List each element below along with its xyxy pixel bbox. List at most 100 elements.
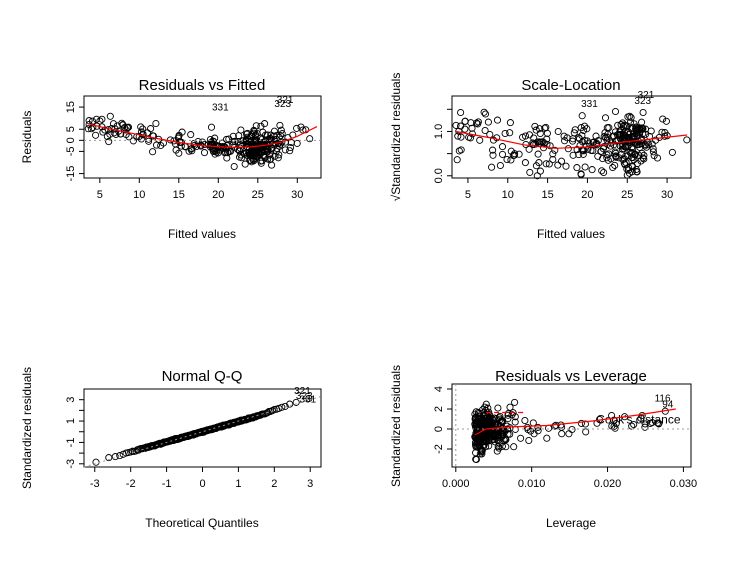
data-point	[557, 157, 566, 165]
data-point	[618, 142, 626, 150]
data-point	[454, 132, 462, 140]
plot-title: Scale-Location	[521, 77, 620, 94]
data-point	[530, 140, 538, 148]
x-tick-label: 25	[252, 189, 264, 201]
x-tick-label: -3	[90, 478, 100, 490]
data-point	[493, 134, 501, 142]
data-point	[481, 403, 489, 411]
y-tick-label: -2	[433, 444, 445, 454]
data-point	[601, 114, 610, 122]
data-point	[532, 126, 540, 134]
data-point	[622, 152, 630, 160]
data-point	[625, 169, 634, 177]
data-point	[476, 436, 484, 444]
plot-frame	[83, 95, 322, 179]
data-point	[276, 131, 285, 140]
data-point	[488, 163, 496, 171]
data-point	[457, 108, 465, 117]
point-label: 323	[296, 391, 313, 402]
data-point	[270, 127, 278, 135]
data-point	[614, 121, 622, 129]
data-point	[545, 160, 553, 168]
data-point	[235, 147, 244, 155]
data-point	[293, 139, 301, 147]
data-point	[286, 147, 294, 155]
data-point	[573, 164, 581, 172]
data-point	[257, 157, 265, 165]
x-tick-label: 1	[235, 478, 241, 490]
data-point	[241, 150, 249, 158]
data-point	[641, 423, 649, 431]
data-point	[645, 141, 653, 149]
qq-reference-line	[83, 396, 322, 468]
x-axis-label: Theoretical Quantiles	[145, 516, 258, 530]
x-axis-label: Fitted values	[537, 227, 605, 241]
data-point	[615, 154, 623, 162]
data-point	[630, 420, 638, 429]
point-label: 116	[655, 394, 671, 405]
x-tick-label: -1	[162, 478, 172, 490]
data-point	[200, 149, 209, 157]
data-point	[525, 145, 533, 153]
data-point	[541, 124, 549, 132]
cooks-distance-label: Cook's distance	[596, 413, 681, 427]
y-tick-label: 4	[433, 386, 445, 392]
data-point	[625, 131, 633, 139]
data-point	[629, 133, 637, 141]
data-point	[472, 455, 480, 464]
panel-scale-location: Scale-Location Fitted values √Standardiz…	[389, 73, 692, 241]
data-point	[485, 408, 493, 416]
data-point	[599, 155, 607, 163]
data-point	[525, 436, 533, 445]
data-point	[661, 132, 669, 140]
data-point	[624, 166, 633, 174]
data-point	[521, 416, 529, 425]
data-point	[206, 135, 214, 144]
data-point	[506, 129, 514, 137]
data-point	[207, 123, 216, 131]
data-point	[577, 170, 585, 178]
data-point	[506, 119, 514, 127]
data-point	[137, 123, 145, 131]
panel-residuals-vs-fitted: Residuals vs Fitted Fitted values Residu…	[20, 77, 322, 241]
data-point	[212, 145, 220, 153]
data-point	[105, 138, 113, 146]
data-point	[479, 406, 487, 414]
data-point	[495, 444, 503, 452]
data-point	[509, 409, 517, 417]
data-point	[536, 138, 544, 146]
data-point	[493, 116, 502, 124]
panel-normal-qq: Normal Q-Q Theoretical Quantiles Standar…	[20, 367, 322, 530]
data-point	[638, 118, 646, 126]
x-tick-label: 30	[661, 189, 673, 201]
data-point	[561, 137, 569, 145]
data-point	[476, 136, 484, 144]
data-point	[661, 129, 669, 137]
data-point	[625, 164, 633, 172]
data-point	[473, 119, 481, 127]
data-point	[641, 142, 649, 150]
data-point	[287, 139, 295, 147]
data-point	[264, 135, 272, 144]
data-point	[243, 133, 251, 141]
data-point	[461, 125, 469, 133]
data-point	[124, 123, 133, 131]
data-point	[583, 125, 591, 133]
data-point	[92, 115, 101, 123]
data-point	[517, 434, 525, 442]
data-point	[653, 154, 662, 162]
data-point	[571, 126, 579, 134]
data-point	[526, 168, 534, 176]
x-tick-label: -2	[126, 478, 136, 490]
data-point	[523, 423, 531, 431]
data-point	[453, 156, 461, 164]
y-tick-label: 0	[433, 426, 445, 432]
data-point	[618, 145, 626, 153]
plot-title: Residuals vs Leverage	[495, 368, 647, 385]
axis-ticks: -3 -2 -1 0 1 2 3 -3 -1 1 3	[65, 397, 313, 490]
data-point	[627, 114, 635, 122]
data-point	[480, 438, 488, 446]
y-tick-label: 1.0	[433, 124, 445, 139]
data-point	[277, 126, 285, 134]
